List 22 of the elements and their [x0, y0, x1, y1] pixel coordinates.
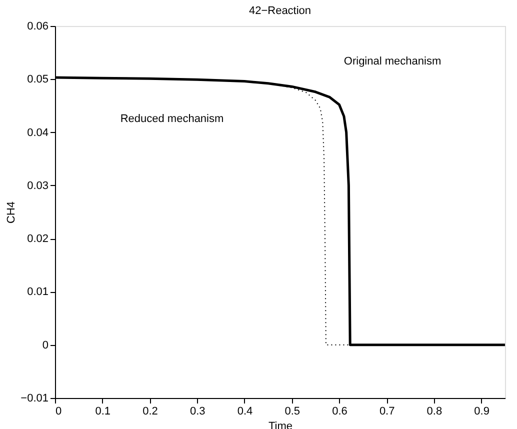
y-tick-label: 0.01: [27, 286, 48, 298]
y-tick-label: 0.04: [27, 126, 48, 139]
x-tick-label: 0.2: [142, 406, 158, 418]
annotation: Original mechanism: [344, 55, 442, 68]
x-tick-label: 0.3: [190, 406, 206, 418]
x-tick-label: 0.7: [379, 406, 395, 418]
y-tick-label: 0: [42, 339, 48, 352]
annotation: Reduced mechanism: [120, 113, 224, 125]
x-tick-label: 0.4: [237, 406, 253, 418]
y-tick-label: 0.02: [27, 233, 48, 246]
x-tick-label: 0: [56, 406, 62, 418]
x-tick-label: 0.5: [284, 406, 300, 418]
x-tick-label: 0.9: [474, 406, 490, 418]
y-tick-label: −0.01: [20, 392, 48, 404]
y-tick-label: 0.05: [27, 74, 48, 86]
y-axis-title: CH4: [6, 201, 18, 224]
x-tick-label: 0.8: [426, 406, 442, 418]
y-tick-label: 0.06: [27, 20, 48, 32]
x-tick-label: 0.1: [95, 406, 111, 418]
x-tick-label: 0.6: [332, 406, 348, 418]
y-tick-label: 0.03: [27, 180, 48, 192]
chart-title: 42−Reaction: [248, 5, 312, 17]
